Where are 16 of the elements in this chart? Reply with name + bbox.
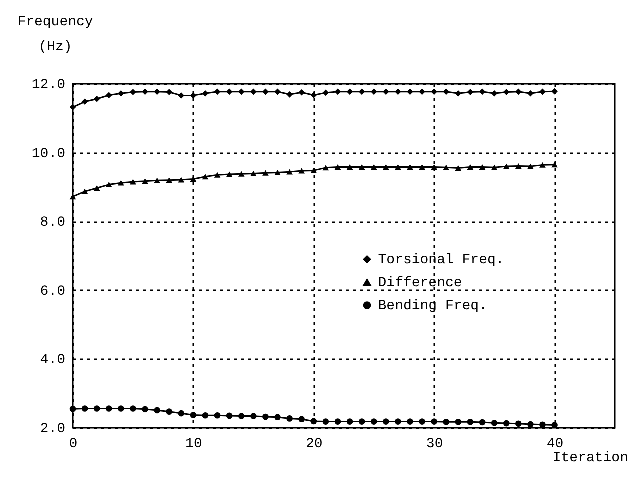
x-tick-label: 0 xyxy=(69,436,78,452)
x-axis-title: Iteration xyxy=(552,450,628,466)
y-tick-label: 4.0 xyxy=(40,352,66,369)
legend-label: Bending Freq. xyxy=(378,298,488,315)
y-axis-title: Frequency (Hz) xyxy=(18,14,94,56)
y-tick-label: 12.0 xyxy=(32,78,66,94)
x-tick-label: 40 xyxy=(546,436,564,452)
y-tick-label: 2.0 xyxy=(40,422,66,438)
x-tick-label: 10 xyxy=(186,436,202,452)
y-tick-label: 6.0 xyxy=(40,284,66,300)
x-tick-label: 30 xyxy=(426,436,444,452)
y-tick-label: 8.0 xyxy=(40,215,66,232)
x-tick-label: 20 xyxy=(306,436,323,452)
legend-label: Torsional Freq. xyxy=(378,252,504,269)
legend-label: Difference xyxy=(378,276,462,292)
y-tick-label: 10.0 xyxy=(32,146,66,162)
